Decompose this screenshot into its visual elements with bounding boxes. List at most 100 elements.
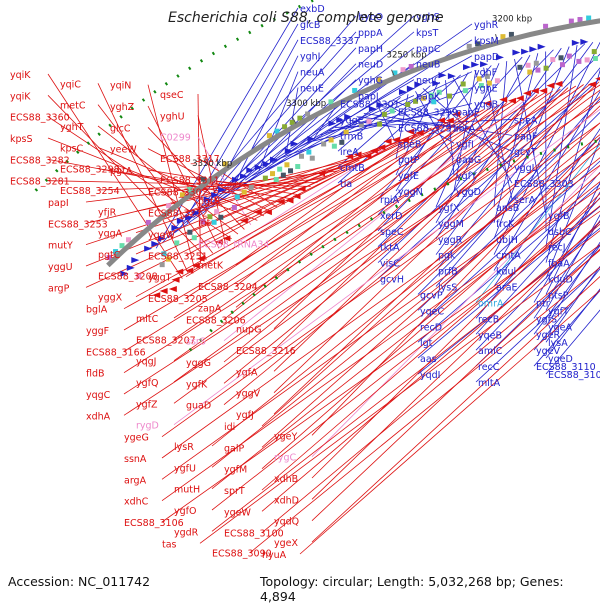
forward-gene-label: neuA (300, 68, 325, 79)
gene-category-mark (174, 240, 179, 245)
reverse-gene-label: yghU (160, 111, 185, 122)
forward-gene-label: papG (456, 155, 481, 166)
forward-gene-label: yghJ (300, 52, 320, 63)
gene-category-mark (567, 54, 572, 59)
reverse-gene-label: ECS88_3204 (198, 282, 258, 293)
gene-category-mark (535, 68, 540, 73)
reverse-gene-label: ssnA (124, 454, 147, 465)
reverse-gene-label: ECS88_3254 (60, 186, 120, 197)
gene-category-mark (586, 16, 591, 21)
reverse-gene-label: yqiN (110, 81, 131, 92)
reverse-gene-mark (298, 186, 306, 192)
gene-category-mark (366, 119, 371, 124)
reverse-gene-label: mutH (174, 485, 200, 496)
forward-gene-label: ygfX (438, 203, 460, 214)
forward-gene-label: papC (416, 44, 441, 55)
gene-category-mark (543, 24, 548, 29)
reverse-gene-label: argA (124, 475, 147, 486)
gene-category-mark (218, 215, 223, 220)
gene-category-mark (526, 63, 531, 68)
forward-gene-label: speC (380, 227, 404, 238)
forward-gene-label: ibrA (456, 123, 476, 134)
reverse-gene-mark (539, 88, 547, 94)
forward-gene-label: yghE (474, 84, 498, 95)
reverse-gene-label: yfjR (98, 207, 117, 218)
forward-gene-mark (529, 46, 537, 52)
forward-gene-label: gcvT (514, 147, 537, 158)
gene-category-mark (560, 62, 565, 67)
forward-gene-label: ECS88_3291 (398, 123, 458, 134)
gene-category-mark (192, 235, 197, 240)
reverse-gene-label: ECS88_3317 (160, 154, 220, 165)
forward-gene-label: papH (358, 44, 383, 55)
forward-gene-label: ubiH (496, 235, 518, 246)
forward-gene-mark (463, 64, 471, 70)
gene-category-mark (288, 168, 293, 173)
reverse-gene-label: yqgJ (136, 357, 156, 368)
forward-gene-label: ECS88_3303 (514, 179, 574, 190)
forward-gene-label: ygfI (456, 139, 474, 150)
forward-gene-label: kduD (548, 275, 573, 286)
gene-category-mark (310, 156, 315, 161)
gene-category-mark (212, 220, 217, 225)
reverse-gene-label: yggG (186, 358, 211, 369)
forward-gene-label: neuB (416, 60, 440, 71)
forward-gene-mark (572, 40, 580, 46)
forward-gene-label: yghR (474, 20, 499, 31)
forward-gene-label: pppA (358, 28, 383, 39)
gene-category-mark (377, 122, 382, 127)
forward-gene-label: speB (398, 139, 421, 150)
forward-gene-label: neuC (416, 76, 441, 87)
forward-gene-label: omrA (478, 298, 504, 309)
reverse-gene-label: xdhD (274, 495, 299, 506)
reverse-gene-label: bglA (86, 305, 108, 316)
reverse-gene-label: yqgC (86, 390, 111, 401)
forward-gene-label: lgt (420, 338, 433, 349)
gene-category-mark (321, 141, 326, 146)
gene-category-mark (306, 150, 311, 155)
forward-gene-label: ireA (340, 147, 359, 158)
forward-gene-label: yggR (438, 235, 463, 246)
gene-category-mark (332, 144, 337, 149)
reverse-gene-label: tas (162, 539, 177, 550)
forward-gene-label: ECS88_3108 (548, 370, 600, 381)
forward-gene-label: pgk (438, 251, 456, 262)
reverse-gene-label: ygfO (174, 506, 196, 517)
forward-gene-label: ptsP (548, 290, 569, 301)
reverse-gene-label: rygD (136, 421, 159, 432)
gene-category-mark (249, 185, 254, 190)
forward-gene-label: yggM (438, 219, 464, 230)
gene-category-mark (281, 173, 286, 178)
reverse-gene-label: metK (198, 261, 224, 272)
gene-category-mark (527, 70, 532, 75)
forward-gene-label: amiC (478, 346, 503, 357)
forward-gene-label: visC (380, 259, 400, 270)
forward-gene-label: ygfY (456, 171, 477, 182)
forward-gene-label: dsbC (548, 227, 572, 238)
reverse-gene-label: papI (48, 198, 69, 209)
gene-category-mark (559, 55, 564, 60)
reverse-gene-label: ECS88_3311 (160, 175, 220, 186)
reverse-gene-label: sprT (224, 486, 245, 497)
reverse-gene-label: argP (48, 283, 70, 294)
accession-text: Accession: NC_011742 (8, 574, 150, 589)
forward-gene-label: yggL (514, 163, 538, 174)
reverse-gene-label: yghT (60, 122, 84, 133)
forward-gene-label: frcK (496, 219, 515, 230)
forward-gene-label: fbaA (548, 259, 570, 270)
forward-gene-label: neuD (358, 60, 383, 71)
reverse-gene-label: ygeX (274, 538, 298, 549)
reverse-gene-label: yggA (98, 229, 123, 240)
forward-gene-label: araE (496, 282, 518, 293)
forward-gene-mark (240, 173, 248, 179)
forward-gene-label: yghG (358, 76, 383, 87)
forward-gene-label: kdul (496, 267, 516, 278)
gene-category-mark (463, 88, 468, 93)
reverse-gene-label: ygdR (174, 527, 199, 538)
reverse-gene-label: guaD (186, 401, 211, 412)
gene-category-mark (214, 209, 219, 214)
reverse-gene-label: lysR (174, 442, 194, 453)
forward-gene-label: rpiA (380, 195, 400, 206)
reverse-gene-label: rygC (274, 453, 297, 464)
forward-gene-label: recB (478, 314, 499, 325)
